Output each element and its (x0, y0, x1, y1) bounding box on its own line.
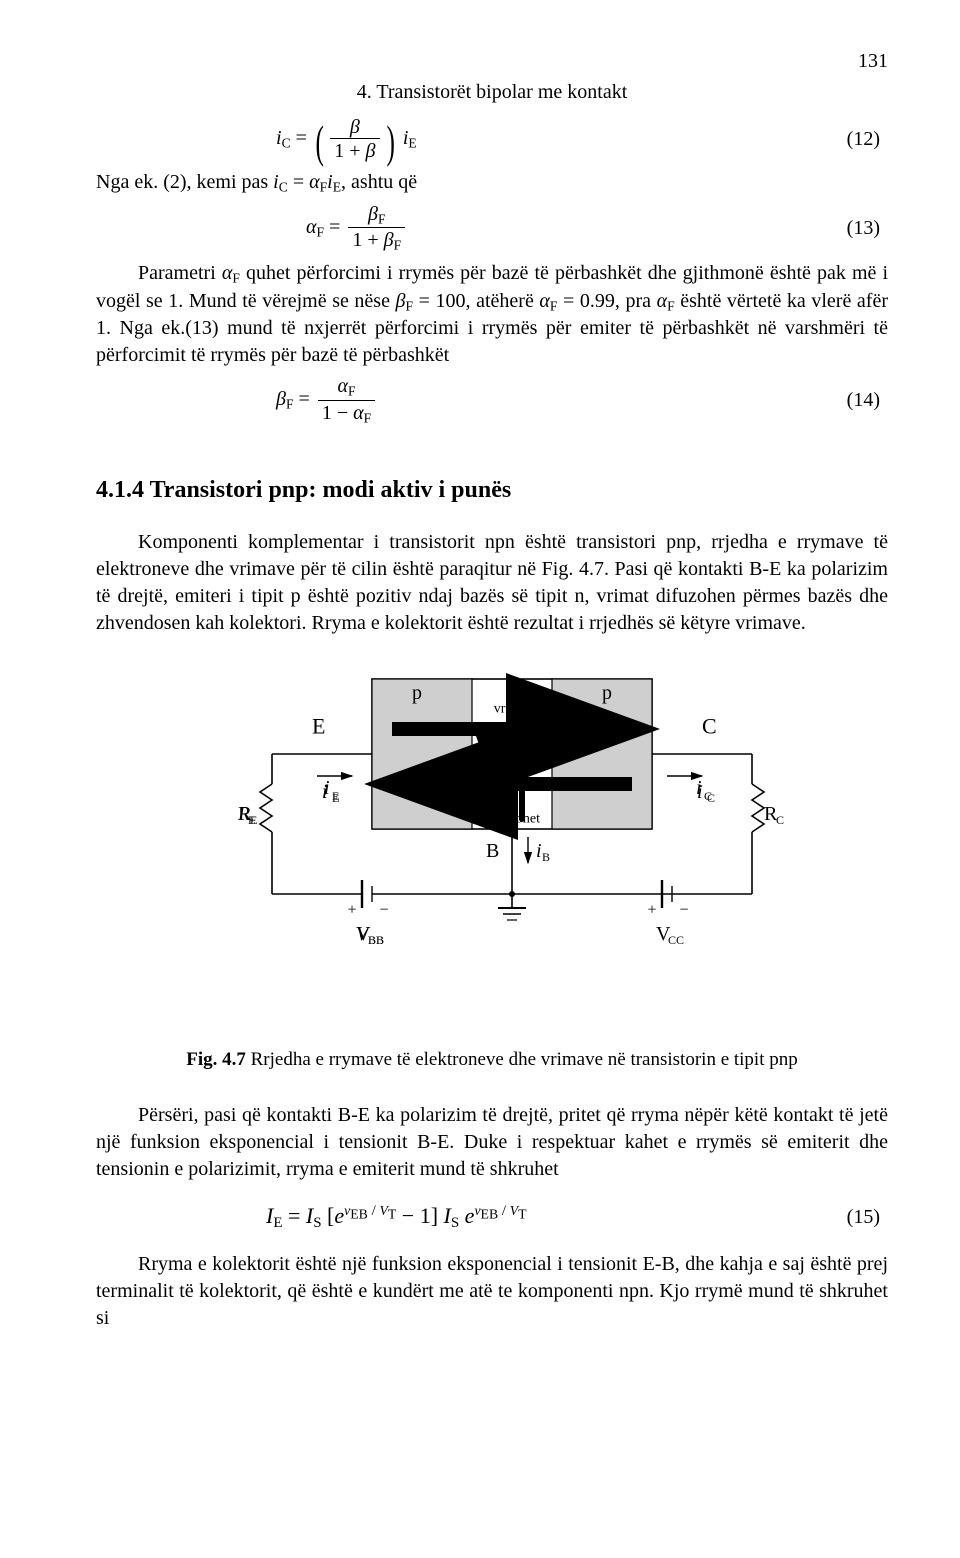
para-section: Komponenti komplementar i transistorit n… (96, 529, 888, 637)
eq13-number: (13) (847, 215, 888, 242)
equation-13: αF = βF1 + βF (13) (96, 203, 888, 254)
txt: , ashtu që (341, 171, 417, 193)
svg-text:C: C (702, 713, 717, 738)
svg-text:B: B (486, 840, 499, 862)
svg-text:−: − (379, 901, 388, 918)
txt: Nga ek. (2), kemi pas (96, 171, 273, 193)
svg-text:CC: CC (668, 933, 684, 947)
eq12-number: (12) (847, 126, 888, 153)
txt: = 0.99, pra (557, 290, 656, 312)
para-last: Rryma e kolektorit është një funksion ek… (96, 1251, 888, 1332)
svg-text:+: + (347, 901, 356, 918)
svg-text:BB: BB (368, 933, 384, 947)
svg-text:i: i (696, 777, 702, 799)
fig-cap-bold: Fig. 4.7 (186, 1049, 250, 1070)
svg-text:elektronet: elektronet (484, 811, 540, 826)
svg-text:E: E (332, 789, 339, 803)
figure-4-7: pnpvrimatelektronetECiEiiCRERE+−VBBVBBRC… (96, 659, 888, 1039)
svg-text:i: i (536, 840, 542, 862)
chapter-title: 4. Transistorët bipolar me kontakt (96, 79, 888, 106)
pnp-transistor-diagram: pnpvrimatelektronetECiEiiCRERE+−VBBVBBRC… (172, 659, 812, 1039)
svg-text:p: p (412, 682, 422, 704)
equation-15: IE = IS [evEB / VT − 1] IS evEB / VT (15… (96, 1201, 888, 1233)
svg-text:E: E (312, 713, 325, 738)
para-after-eq12: Nga ek. (2), kemi pas iC = αFiE, ashtu q… (96, 169, 888, 197)
svg-text:B: B (542, 850, 550, 864)
svg-text:C: C (704, 789, 712, 803)
eq14-number: (14) (847, 387, 888, 414)
svg-text:+: + (647, 901, 656, 918)
txt: = 100, atëherë (413, 290, 539, 312)
svg-text:p: p (602, 682, 612, 704)
equation-14: βF = αF1 − αF (14) (96, 375, 888, 426)
equation-12: iC = (β1 + β) iE (12) (96, 116, 888, 163)
txt: Parametri (138, 262, 222, 284)
svg-text:C: C (776, 813, 784, 827)
svg-text:E: E (248, 813, 255, 827)
page-number: 131 (96, 48, 888, 75)
svg-text:i: i (324, 777, 330, 799)
svg-text:−: − (679, 901, 688, 918)
svg-text:vrimat: vrimat (494, 701, 531, 716)
figure-caption: Fig. 4.7 Rrjedha e rrymave të elektronev… (96, 1047, 888, 1073)
para-eq13-desc: Parametri αF quhet përforcimi i rrymës p… (96, 260, 888, 369)
eq15-number: (15) (847, 1204, 888, 1231)
section-heading: 4.1.4 Transistori pnp: modi aktiv i punë… (96, 474, 888, 506)
fig-cap-rest: Rrjedha e rrymave të elektroneve dhe vri… (251, 1049, 798, 1070)
para-after-fig: Përsëri, pasi që kontakti B-E ka polariz… (96, 1102, 888, 1183)
